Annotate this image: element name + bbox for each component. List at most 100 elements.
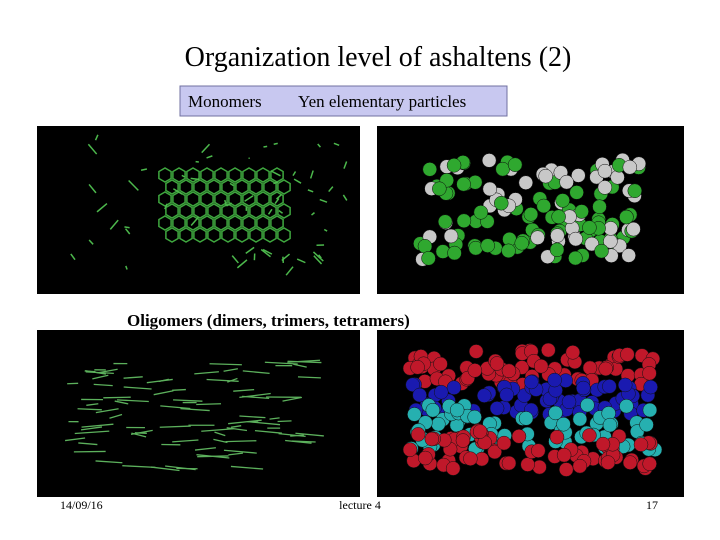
atom	[620, 347, 635, 362]
atom	[626, 221, 641, 237]
atom	[642, 456, 657, 472]
bond	[80, 426, 103, 431]
atom	[643, 379, 658, 395]
bond	[181, 174, 185, 178]
hex-ring	[270, 191, 284, 207]
hex-ring	[186, 167, 200, 183]
hex-ring	[235, 179, 249, 195]
bond	[293, 363, 307, 368]
atom	[412, 387, 427, 403]
hex-ring	[172, 191, 186, 207]
atom	[627, 183, 643, 199]
atom	[565, 345, 581, 360]
hex-ring	[200, 215, 214, 231]
atom	[594, 243, 609, 259]
bond	[209, 363, 242, 366]
atom	[449, 402, 465, 418]
atom	[455, 433, 471, 448]
image-oligomer-stick	[37, 330, 360, 497]
section-label: Oligomers (dimers, trimers, tetramers)	[127, 311, 410, 330]
bond	[242, 370, 270, 375]
bond	[226, 202, 233, 207]
atom	[548, 405, 563, 421]
bond	[260, 248, 271, 258]
hex-ring	[193, 203, 207, 219]
hex-ring	[200, 167, 214, 183]
hex-ring	[249, 179, 263, 195]
atom	[501, 363, 517, 379]
atom	[602, 379, 617, 394]
bond	[228, 452, 243, 456]
hex-ring	[221, 203, 235, 219]
bond	[164, 203, 168, 210]
hex-ring	[249, 227, 263, 243]
hex-ring	[228, 167, 242, 183]
atom	[422, 162, 438, 177]
atom	[514, 235, 529, 251]
bond	[229, 182, 234, 187]
bond	[274, 197, 280, 205]
atom	[468, 344, 484, 359]
atom	[421, 251, 436, 266]
bond	[292, 171, 297, 177]
atom	[619, 209, 634, 225]
hex-ring	[165, 179, 179, 195]
hex-ring	[158, 191, 172, 207]
atom	[446, 380, 462, 395]
bond	[159, 425, 191, 428]
bond	[150, 466, 180, 472]
bond	[230, 425, 242, 428]
atom	[597, 163, 613, 179]
atom	[523, 207, 539, 222]
bond	[244, 195, 254, 202]
atom	[600, 455, 616, 470]
atom	[495, 161, 510, 177]
bond	[318, 254, 322, 259]
bond	[172, 188, 183, 195]
atom	[468, 240, 483, 256]
bond	[273, 142, 278, 145]
hex-ring	[221, 227, 235, 243]
hex-ring	[256, 215, 270, 231]
bond	[231, 255, 239, 264]
bond	[263, 145, 268, 148]
hex-ring	[256, 191, 270, 207]
atom	[463, 451, 478, 466]
atom	[447, 245, 462, 261]
hex-ring	[179, 203, 193, 219]
atom	[547, 372, 562, 388]
bond	[343, 161, 348, 169]
atom	[467, 363, 483, 378]
atom	[595, 436, 611, 452]
bond	[227, 377, 238, 383]
atom	[418, 450, 433, 466]
bond	[214, 431, 226, 437]
bond	[226, 427, 248, 432]
atom	[489, 356, 505, 371]
atom	[642, 366, 657, 381]
atom	[580, 397, 595, 413]
bond	[285, 439, 312, 444]
atom	[642, 402, 658, 418]
bond	[87, 143, 98, 155]
box-left-label: Monomers	[188, 92, 262, 111]
image-monomer-stick	[37, 126, 360, 294]
bond	[296, 258, 306, 264]
bond	[319, 198, 328, 203]
bond	[96, 203, 108, 213]
atom	[633, 437, 649, 452]
atom	[433, 384, 449, 400]
hex-ring	[214, 215, 228, 231]
bond	[312, 251, 324, 262]
hex-ring	[172, 167, 186, 183]
bond	[309, 170, 314, 179]
title: Organization level of ashaltens (2)	[185, 42, 572, 73]
bond	[146, 378, 173, 384]
bond	[124, 228, 131, 235]
hex-ring	[207, 227, 221, 243]
atom	[481, 153, 497, 168]
bond	[92, 374, 109, 380]
bond	[267, 208, 273, 215]
hex-ring	[263, 227, 277, 243]
